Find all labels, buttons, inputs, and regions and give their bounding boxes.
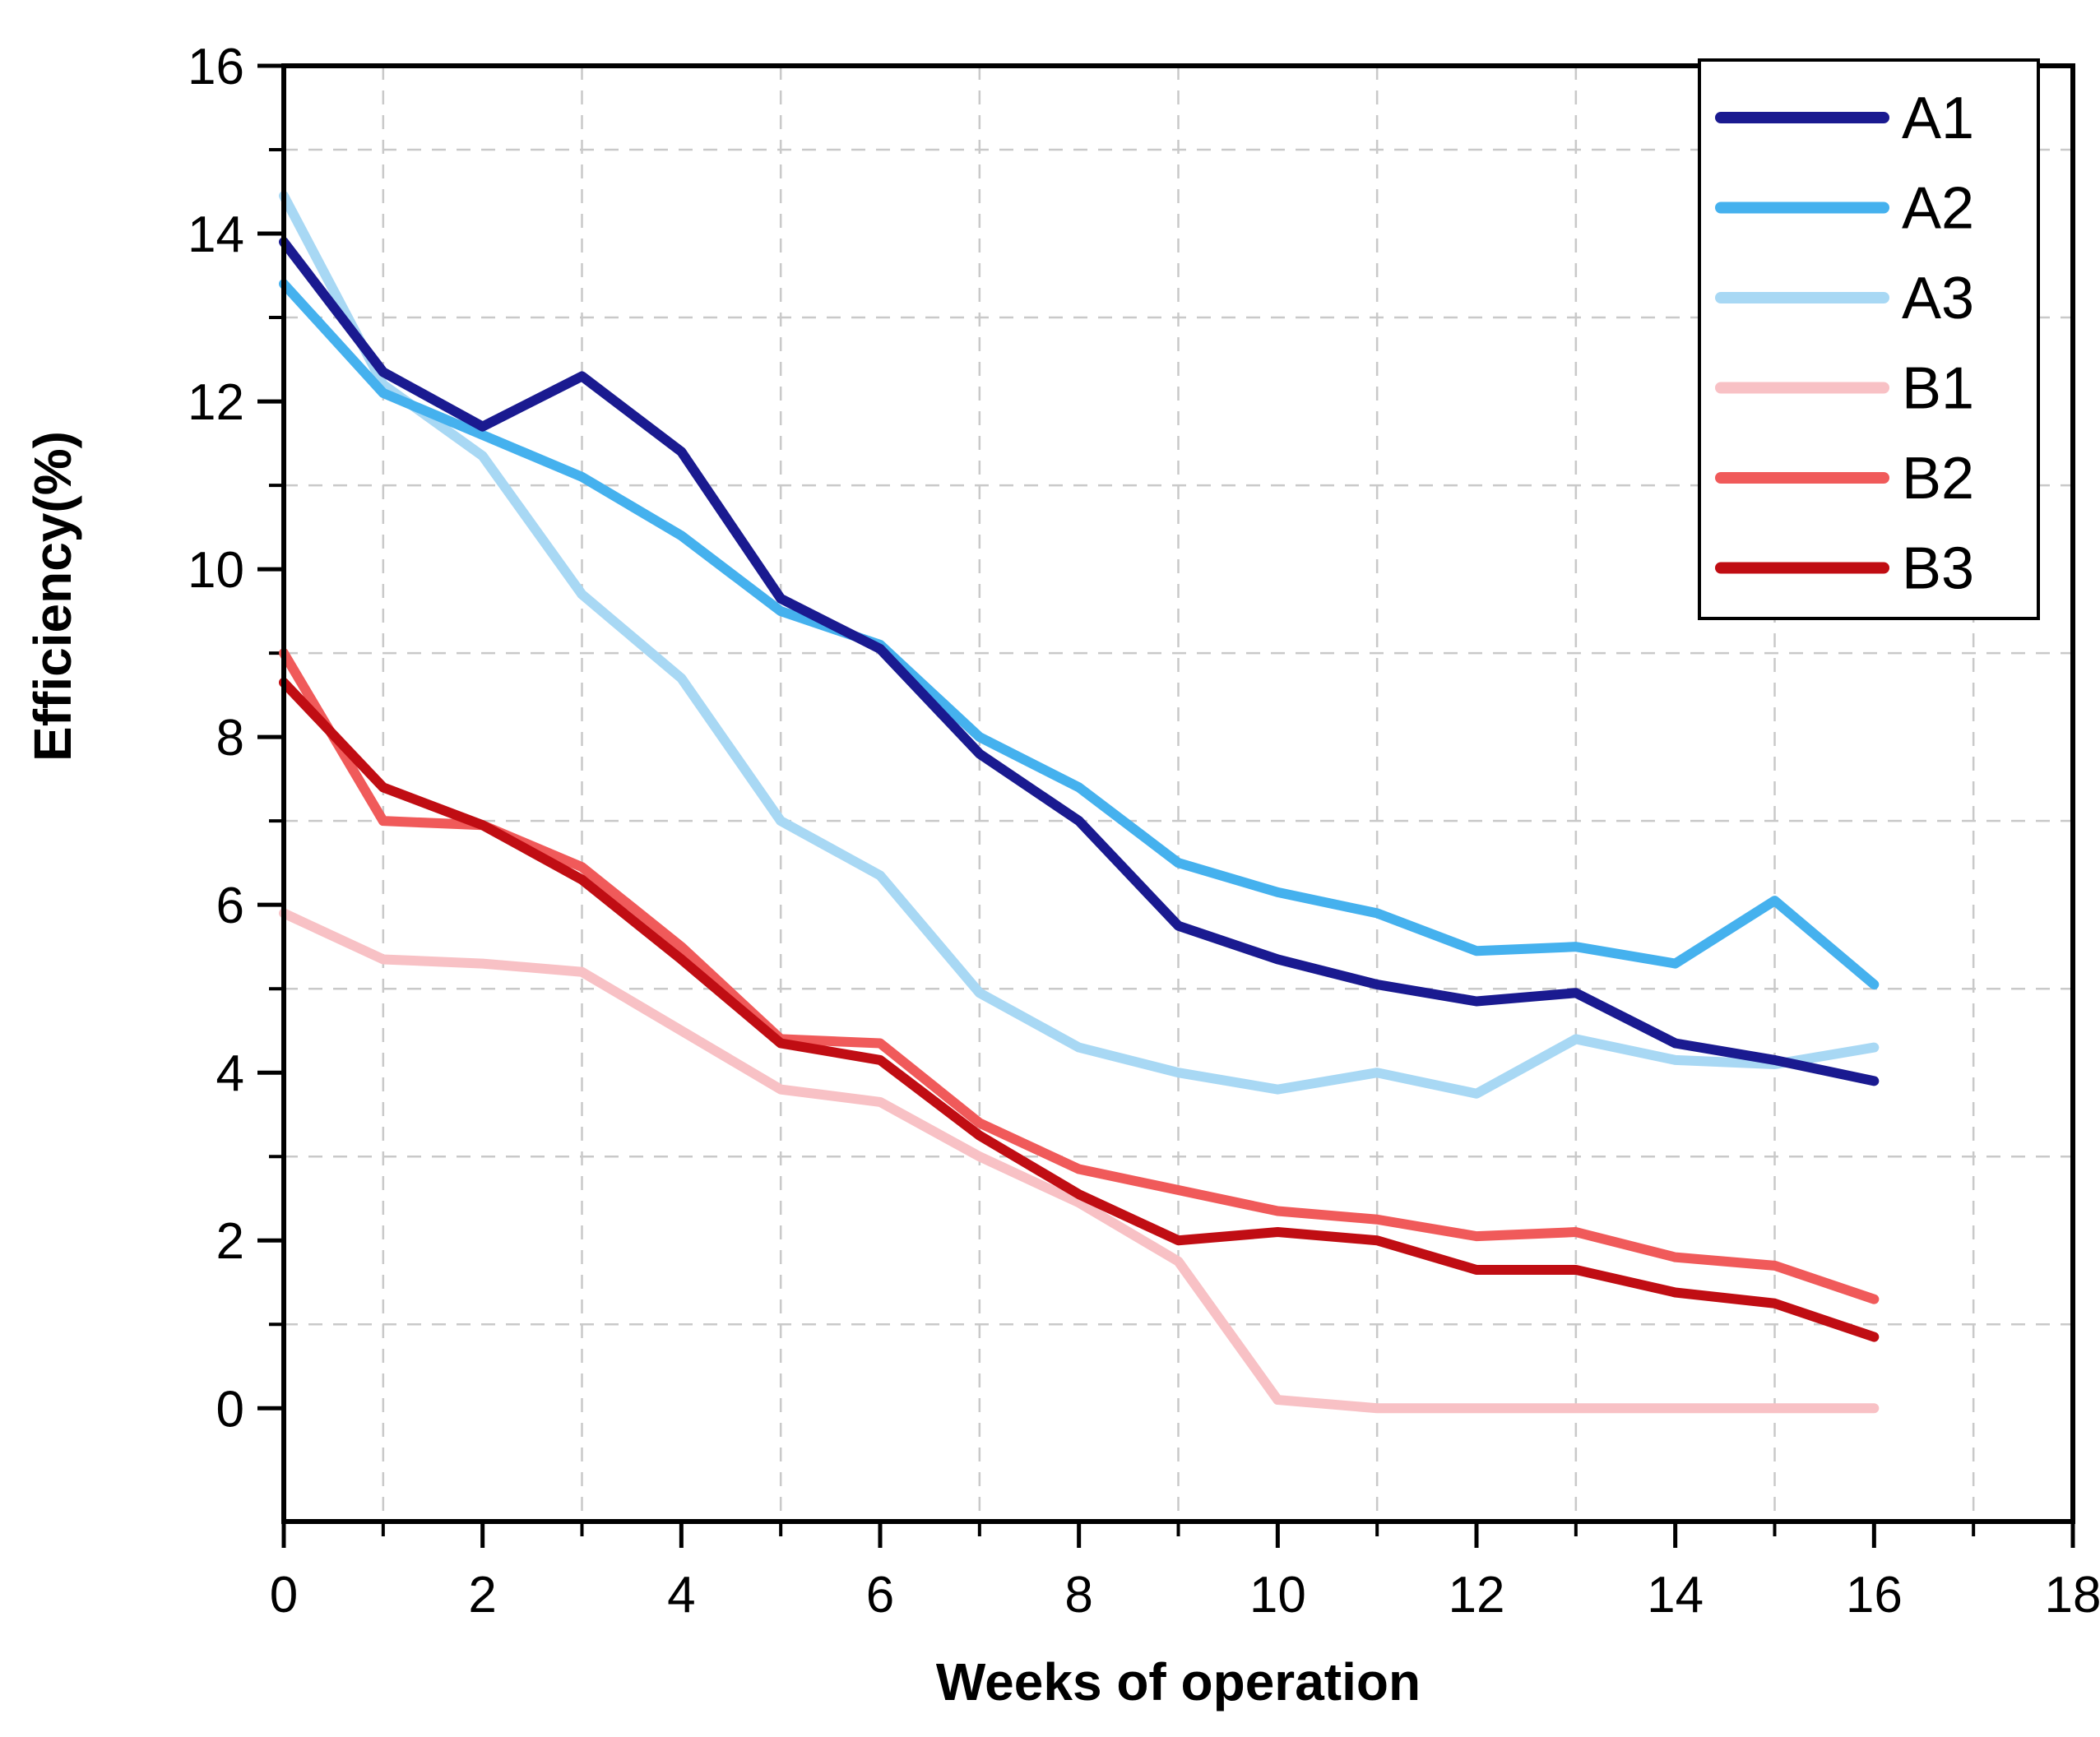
y-tick-label: 2 <box>216 1213 244 1270</box>
y-axis-label: Efficiency(%) <box>23 431 82 762</box>
series-line-b1 <box>279 908 1880 1414</box>
x-tick-label: 2 <box>468 1567 496 1624</box>
legend-label-b1: B1 <box>1902 356 1974 422</box>
legend-item-a3: A3 <box>1715 266 1974 331</box>
series-line-a2 <box>279 279 1880 990</box>
x-tick-label: 8 <box>1064 1567 1092 1624</box>
y-tick-label: 16 <box>188 39 244 95</box>
y-tick-label: 4 <box>216 1045 244 1102</box>
series-line-a3 <box>279 191 1880 1099</box>
legend-item-a1: A1 <box>1715 86 1974 151</box>
x-tick-label: 12 <box>1449 1567 1505 1624</box>
y-tick-label: 12 <box>188 374 244 431</box>
y-tick-label: 8 <box>216 710 244 767</box>
legend-label-a3: A3 <box>1902 266 1974 331</box>
x-tick-label: 6 <box>866 1567 894 1624</box>
legend-label-a1: A1 <box>1902 86 1974 151</box>
x-tick-label: 16 <box>1846 1567 1903 1624</box>
series-line-a1 <box>279 237 1880 1086</box>
legend-box <box>1698 58 2040 620</box>
legend-label-b3: B3 <box>1902 536 1974 602</box>
plot-border <box>281 63 2075 1524</box>
legend-item-b2: B2 <box>1715 446 1974 512</box>
legend-item-b1: B1 <box>1715 356 1974 422</box>
y-tick-label: 6 <box>216 878 244 934</box>
legend: A1 A2 A3 B1 B2 B3 <box>1698 58 2040 620</box>
x-tick-label: 14 <box>1647 1567 1704 1624</box>
x-tick-label: 18 <box>2045 1567 2100 1624</box>
legend-item-b3: B3 <box>1715 536 1974 602</box>
x-tick-label: 4 <box>667 1567 695 1624</box>
legend-label-a2: A2 <box>1902 176 1974 242</box>
series-line-b2 <box>279 648 1880 1304</box>
legend-label-b2: B2 <box>1902 446 1974 512</box>
legend-item-a2: A2 <box>1715 176 1974 242</box>
y-tick-label: 0 <box>216 1381 244 1438</box>
x-tick-label: 0 <box>270 1567 298 1624</box>
x-tick-label: 10 <box>1249 1567 1306 1624</box>
y-tick-label: 10 <box>188 542 244 599</box>
series-line-b3 <box>279 677 1880 1342</box>
x-axis-label: Weeks of operation <box>935 1652 1421 1712</box>
y-tick-label: 14 <box>188 206 244 263</box>
